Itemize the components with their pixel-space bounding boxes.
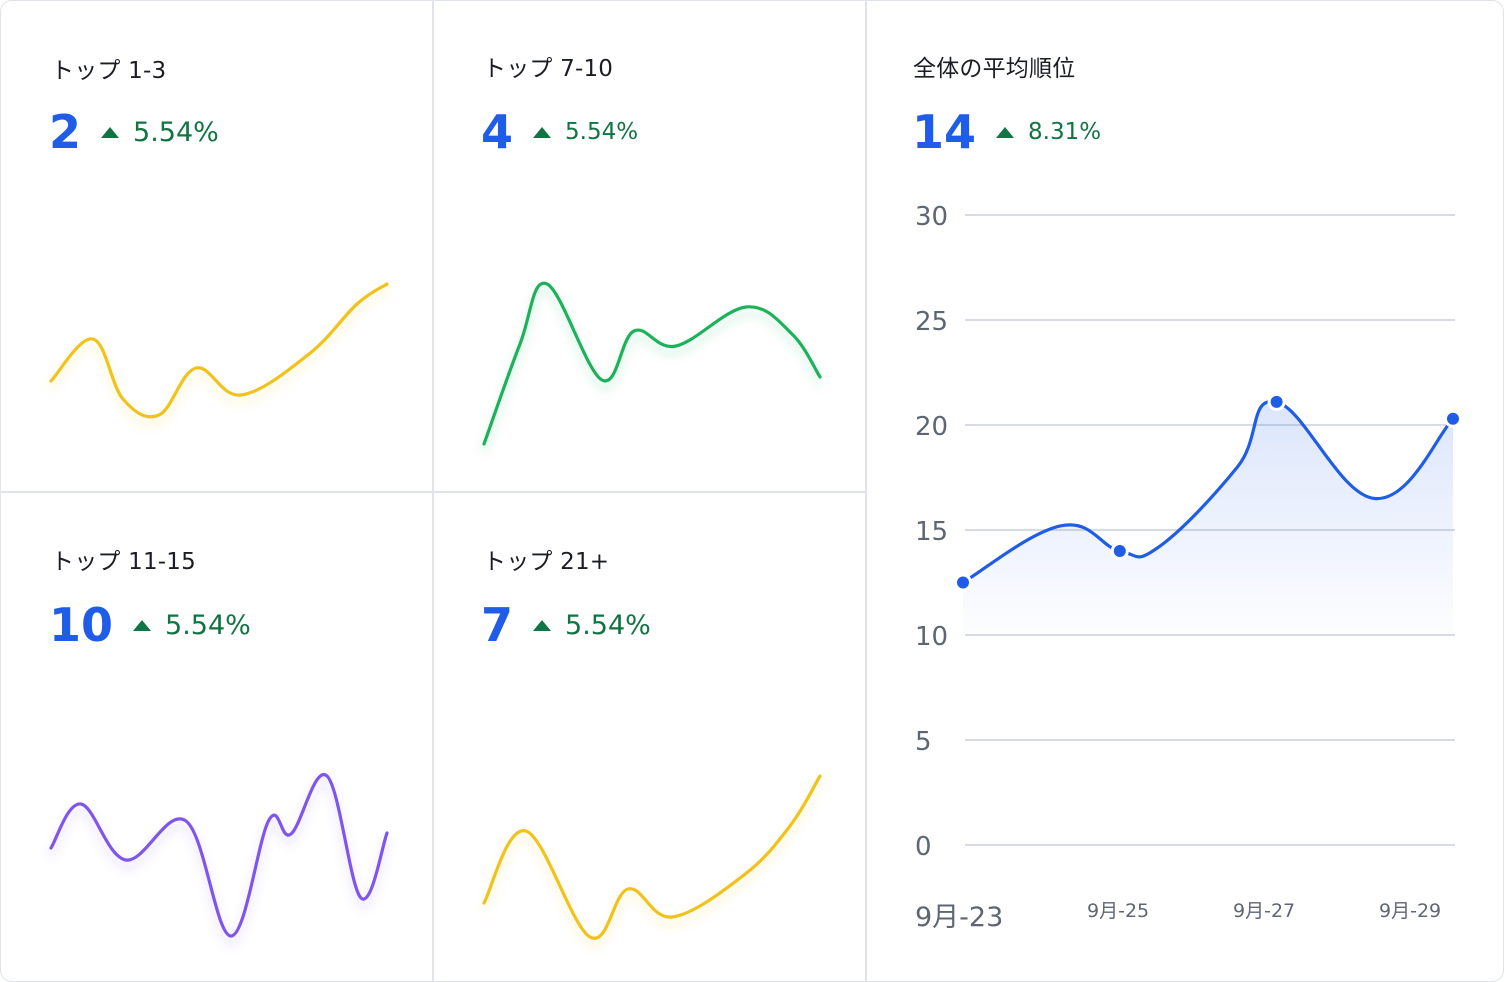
metric-row: 4 5.54% — [481, 109, 638, 155]
sparkline-top-21-plus — [482, 774, 822, 940]
x-tick-label: 9月-27 — [1233, 900, 1295, 922]
y-tick-label: 15 — [915, 517, 948, 547]
y-tick-label: 25 — [915, 307, 948, 337]
metric-value: 10 — [49, 598, 114, 652]
card-title: トップ 21+ — [483, 549, 610, 575]
divider-h — [1, 491, 866, 493]
x-tick-label: 9月-23 — [915, 902, 1003, 933]
card-title: 全体の平均順位 — [913, 56, 1076, 82]
card-top-21-plus: トップ 21+ 7 5.54% — [433, 492, 865, 981]
card-title: トップ 11-15 — [51, 549, 196, 575]
card-top-11-15: トップ 11-15 10 5.54% — [1, 492, 432, 981]
y-tick-label: 5 — [915, 727, 932, 757]
average-rank-chart: 0 5 10 15 20 25 30 9月-23 9月-25 9月-27 9月-29 — [915, 202, 1462, 933]
up-arrow-icon — [533, 619, 552, 631]
data-point[interactable] — [1110, 542, 1129, 560]
metric-row: 10 5.54% — [49, 602, 251, 648]
metric-value: 14 — [912, 105, 977, 159]
metric-change: 5.54% — [133, 116, 219, 148]
metric-row: 2 5.54% — [49, 109, 219, 155]
y-tick-label: 0 — [915, 832, 932, 862]
up-arrow-icon — [996, 126, 1015, 138]
series-area — [963, 401, 1453, 635]
metric-value: 4 — [481, 105, 514, 159]
y-tick-label: 10 — [915, 622, 948, 652]
card-top-1-3: トップ 1-3 2 5.54% — [1, 1, 432, 491]
y-tick-label: 20 — [915, 412, 948, 442]
card-title: トップ 1-3 — [51, 58, 167, 84]
card-title: トップ 7-10 — [483, 56, 614, 82]
data-point[interactable] — [1267, 392, 1286, 411]
metric-row: 14 8.31% — [912, 109, 1101, 155]
x-tick-label: 9月-29 — [1379, 900, 1441, 922]
up-arrow-icon — [101, 126, 120, 138]
metric-value: 7 — [481, 598, 514, 652]
series-line — [961, 399, 1455, 585]
metric-change: 8.31% — [1028, 119, 1102, 145]
sparkline-top-11-15 — [49, 773, 389, 938]
sparkline-path — [482, 281, 822, 446]
metric-row: 7 5.54% — [481, 602, 651, 648]
sparkline-top-1-3 — [49, 282, 389, 419]
data-point[interactable] — [1444, 409, 1462, 428]
up-arrow-icon — [133, 619, 152, 631]
sparkline-path — [482, 774, 822, 940]
data-point[interactable] — [954, 573, 972, 592]
metric-change: 5.54% — [565, 609, 651, 641]
metric-change: 5.54% — [165, 609, 251, 641]
sparkline-path — [49, 282, 389, 419]
metric-change: 5.54% — [565, 119, 639, 145]
metric-value: 2 — [49, 105, 82, 159]
card-top-7-10: トップ 7-10 4 5.54% — [433, 1, 865, 491]
sparkline-top-7-10 — [482, 281, 822, 446]
up-arrow-icon — [533, 126, 552, 138]
x-tick-label: 9月-25 — [1087, 900, 1149, 922]
y-tick-label: 30 — [915, 202, 948, 232]
card-average-rank: 全体の平均順位 14 8.31% — [867, 1, 1503, 981]
sparkline-path — [49, 773, 389, 938]
